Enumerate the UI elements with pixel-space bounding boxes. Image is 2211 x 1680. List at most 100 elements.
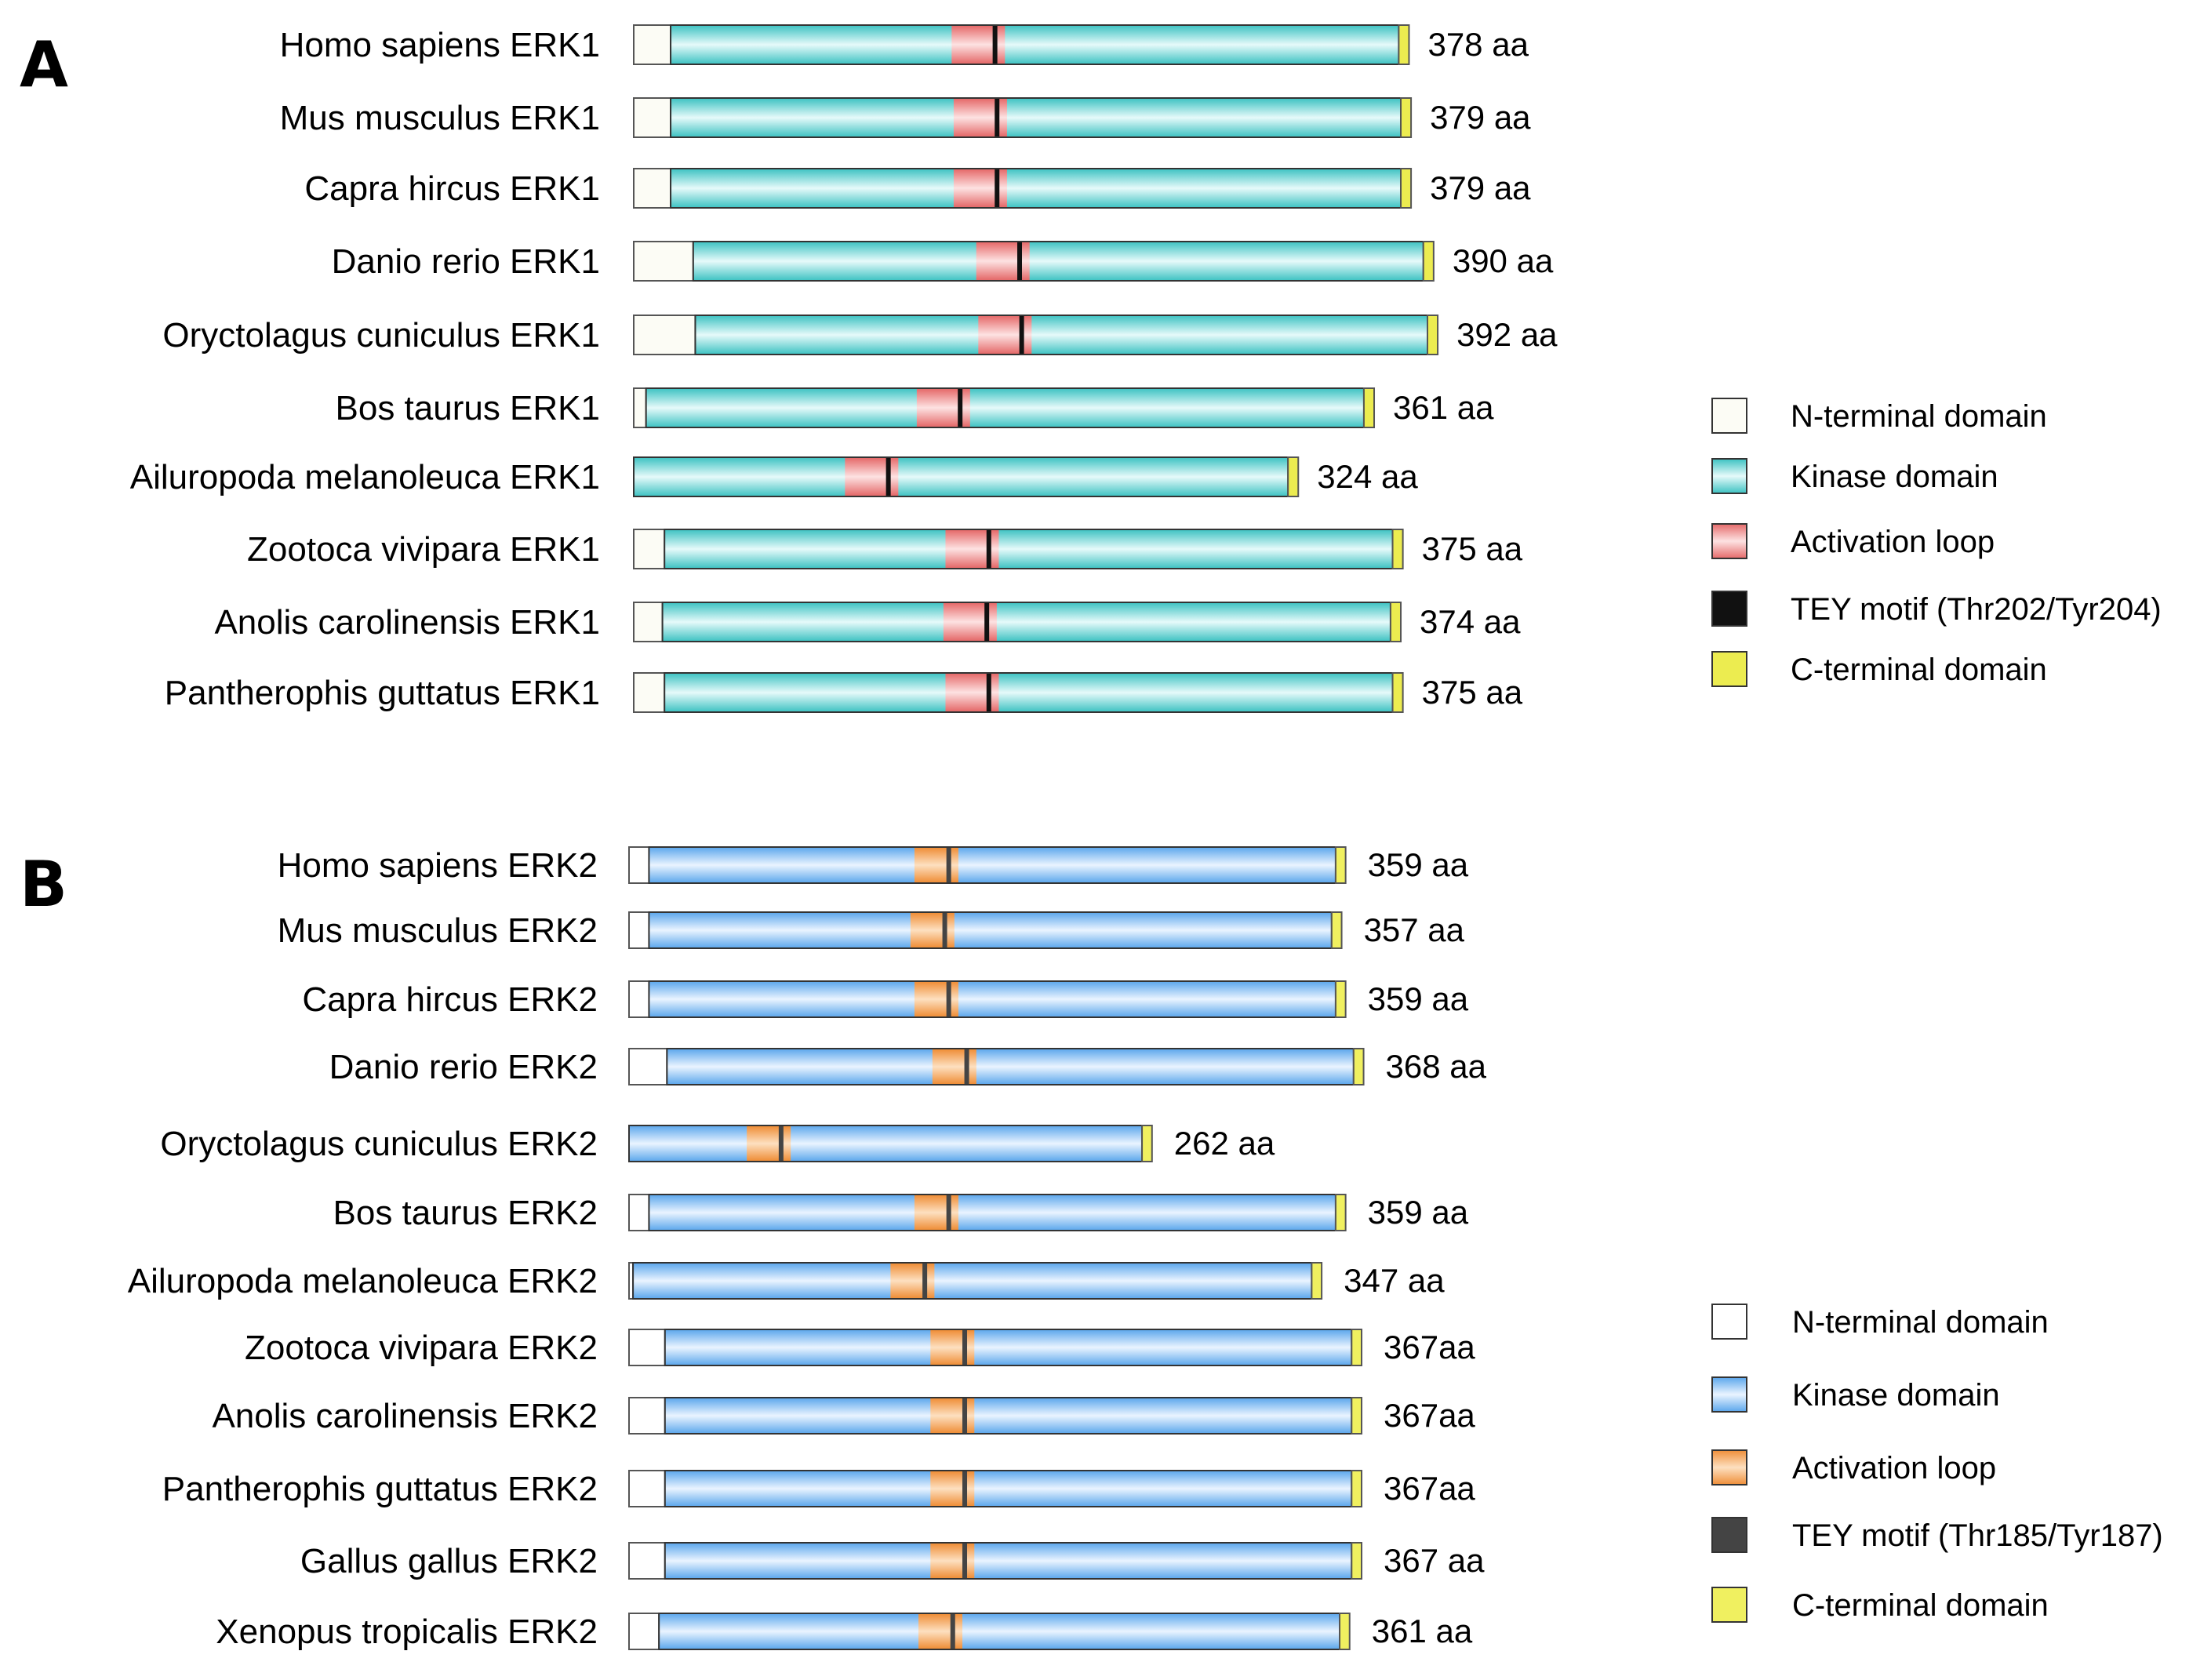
species-label: Capra hircus ERK1	[304, 169, 600, 208]
species-label: Homo sapiens ERK1	[280, 26, 600, 64]
legend-item-c-terminal: C-terminal domain	[1711, 1587, 2049, 1623]
protein-row-zootoca-vivipara-erk2: Zootoca vivipara ERK2 367aa	[245, 1329, 1475, 1367]
protein-row-homo-sapiens-erk1: Homo sapiens ERK1 378 aa	[280, 24, 1529, 65]
n-terminal-domain	[633, 602, 664, 642]
activation-loop	[914, 982, 958, 1016]
c-terminal-domain	[1339, 1613, 1351, 1650]
species-label: Anolis carolinensis ERK2	[212, 1397, 598, 1435]
protein-row-bos-taurus-erk1: Bos taurus ERK1 361 aa	[336, 387, 1494, 428]
length-label: 379 aa	[1430, 169, 1531, 206]
protein-row-capra-hircus-erk1: Capra hircus ERK1 379 aa	[304, 168, 1531, 209]
tey-motif	[958, 389, 963, 427]
protein-row-danio-rerio-erk1: Danio rerio ERK1 390 aa	[332, 241, 1554, 282]
c-terminal-domain	[1141, 1125, 1153, 1162]
kinase-domain	[664, 529, 1394, 569]
activation-loop	[747, 1126, 791, 1161]
legend-label: Kinase domain	[1791, 460, 1998, 494]
activation-loop	[930, 1471, 975, 1506]
legend-item-n-terminal: N-terminal domain	[1711, 398, 2047, 434]
tey-motif	[942, 913, 947, 947]
length-label: 347 aa	[1344, 1262, 1445, 1299]
species-label: Oryctolagus cuniculus ERK2	[160, 1125, 598, 1163]
protein-row-danio-rerio-erk2: Danio rerio ERK2 368 aa	[329, 1048, 1487, 1086]
legend-swatch	[1711, 591, 1747, 627]
legend-label: C-terminal domain	[1792, 1588, 2049, 1623]
legend-label: N-terminal domain	[1791, 399, 2047, 434]
kinase-domain	[648, 911, 1333, 949]
species-label: Gallus gallus ERK2	[300, 1542, 598, 1580]
protein-row-homo-sapiens-erk2: Homo sapiens ERK2 359 aa	[278, 846, 1469, 885]
length-label: 374 aa	[1420, 603, 1521, 640]
c-terminal-domain	[1400, 97, 1413, 138]
activation-loop	[930, 1330, 975, 1365]
length-label: 359 aa	[1368, 846, 1469, 883]
legend-item-activation: Activation loop	[1711, 1449, 1996, 1485]
tey-motif	[964, 1049, 969, 1084]
activation-loop	[930, 1398, 975, 1433]
kinase-domain	[628, 1125, 1144, 1162]
kinase-domain	[664, 1397, 1353, 1435]
c-terminal-domain	[1311, 1262, 1323, 1300]
length-label: 367 aa	[1384, 1542, 1485, 1579]
length-label: 379 aa	[1430, 99, 1531, 136]
tey-motif	[986, 674, 991, 711]
length-label: 359 aa	[1368, 980, 1469, 1017]
species-label: Homo sapiens ERK2	[278, 846, 598, 885]
n-terminal-domain	[633, 529, 666, 569]
panel-a-protein-list: Homo sapiens ERK1 378 aa Mus musculus ERK1…	[130, 24, 1558, 713]
legend-swatch	[1711, 1517, 1747, 1553]
tey-motif	[962, 1471, 968, 1506]
protein-row-xenopus-tropicalis-erk2: Xenopus tropicalis ERK2 361 aa	[216, 1613, 1473, 1651]
kinase-domain	[670, 168, 1402, 209]
legend-item-tey: TEY motif (Thr185/Tyr187)	[1711, 1517, 2163, 1553]
legend-item-activation: Activation loop	[1711, 523, 1995, 559]
length-label: 375 aa	[1422, 674, 1523, 711]
species-label: Pantherophis guttatus ERK1	[165, 674, 600, 712]
n-terminal-domain	[628, 1470, 666, 1507]
activation-loop	[914, 1195, 958, 1230]
c-terminal-domain	[1334, 846, 1347, 884]
c-terminal-domain	[1330, 911, 1343, 949]
length-label: 367aa	[1384, 1470, 1475, 1507]
length-label: 359 aa	[1368, 1194, 1469, 1231]
legend-swatch	[1711, 651, 1747, 687]
kinase-domain	[692, 241, 1424, 282]
n-terminal-domain	[628, 980, 650, 1018]
panel-letter-a: A	[20, 28, 68, 101]
n-terminal-domain	[633, 241, 694, 282]
c-terminal-domain	[1351, 1470, 1363, 1507]
tey-motif	[922, 1264, 928, 1298]
c-terminal-domain	[1362, 387, 1376, 428]
kinase-domain	[648, 980, 1336, 1018]
length-label: 361 aa	[1393, 389, 1494, 426]
c-terminal-domain	[1287, 456, 1300, 497]
activation-loop	[914, 848, 958, 882]
legend-label: Kinase domain	[1792, 1378, 2000, 1413]
legend-item-kinase: Kinase domain	[1711, 1376, 2000, 1413]
c-terminal-domain	[1334, 980, 1347, 1018]
protein-row-oryctolagus-cuniculus-erk2: Oryctolagus cuniculus ERK2 262 aa	[160, 1125, 1275, 1163]
tey-motif	[992, 26, 998, 64]
kinase-domain	[694, 315, 1429, 355]
legend-label: TEY motif (Thr185/Tyr187)	[1792, 1518, 2163, 1553]
tey-motif	[885, 458, 891, 496]
panel-letter-b: B	[20, 848, 67, 921]
species-label: Zootoca vivipara ERK1	[247, 530, 600, 569]
n-terminal-domain	[628, 1048, 668, 1085]
panel-a-legend: N-terminal domain Kinase domain Activation…	[1711, 398, 2162, 687]
legend-label: TEY motif (Thr202/Tyr204)	[1791, 592, 2162, 627]
legend-label: Activation loop	[1792, 1451, 1996, 1485]
activation-loop	[890, 1264, 935, 1298]
kinase-domain	[661, 602, 1391, 642]
species-label: Xenopus tropicalis ERK2	[216, 1613, 598, 1651]
c-terminal-domain	[1398, 24, 1410, 65]
length-label: 368 aa	[1386, 1048, 1487, 1085]
species-label: Ailuropoda melanoleuca ERK2	[128, 1262, 598, 1300]
protein-row-ailuropoda-melanoleuca-erk1: Ailuropoda melanoleuca ERK1 324 aa	[130, 456, 1418, 497]
protein-row-oryctolagus-cuniculus-erk1: Oryctolagus cuniculus ERK1 392 aa	[162, 315, 1558, 355]
species-label: Capra hircus ERK2	[302, 980, 598, 1019]
tey-motif	[950, 1614, 955, 1649]
n-terminal-domain	[628, 911, 650, 949]
species-label: Danio rerio ERK1	[332, 242, 600, 281]
